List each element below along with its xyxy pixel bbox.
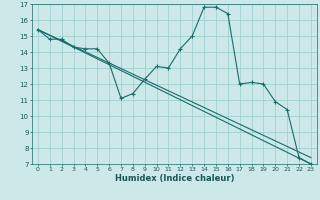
X-axis label: Humidex (Indice chaleur): Humidex (Indice chaleur) [115, 174, 234, 183]
